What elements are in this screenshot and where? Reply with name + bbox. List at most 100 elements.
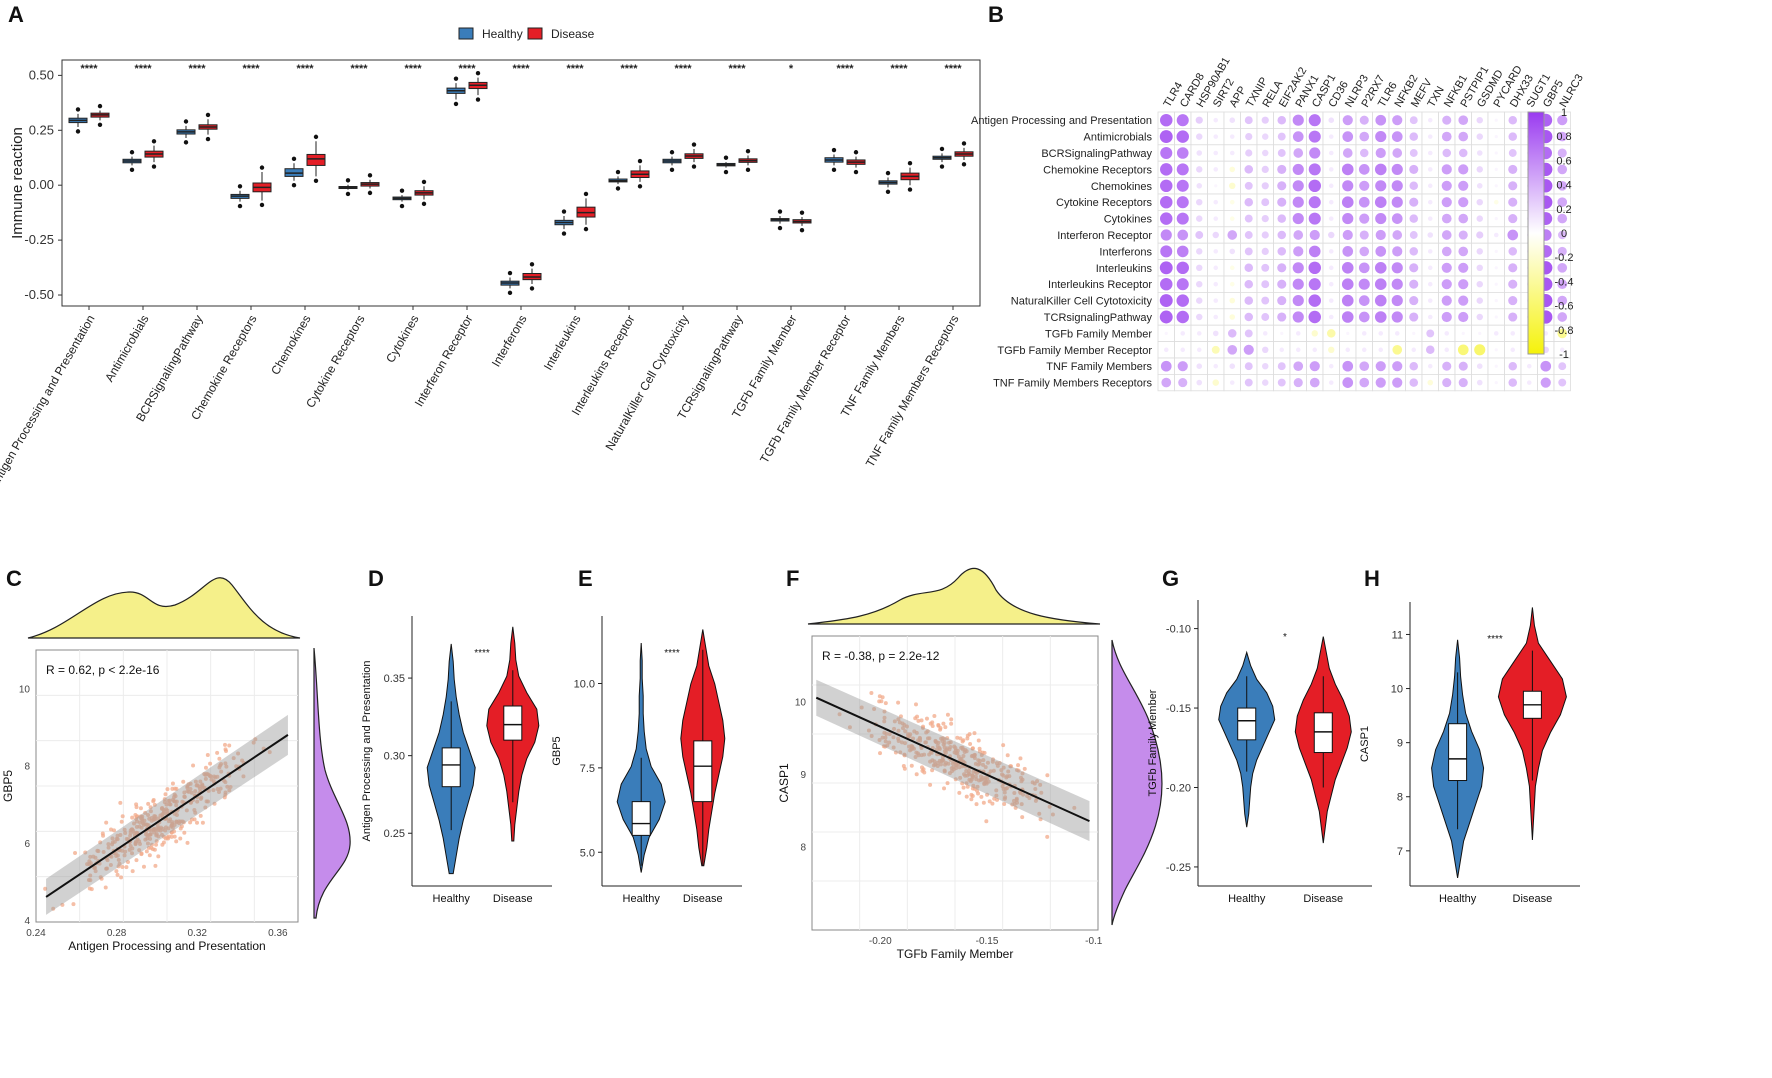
correlation-dot (1244, 197, 1254, 207)
scatter-point (151, 827, 156, 832)
correlation-annotation: R = 0.62, p < 2.2e-16 (46, 663, 160, 677)
scatter-point (93, 869, 98, 874)
panel-label-A: A (8, 2, 24, 27)
scatter-point (227, 743, 232, 748)
correlation-dot (1374, 294, 1387, 307)
row-label: TNF Family Members (1046, 361, 1152, 373)
correlation-dot (1392, 246, 1403, 257)
row-label: BCRSignalingPathway (1041, 148, 1152, 160)
scatter-point (92, 865, 97, 870)
scatter-point (945, 712, 950, 717)
correlation-dot (1409, 197, 1419, 207)
colorbar-tick-label: 0.8 (1556, 131, 1571, 143)
row-label: Interleukins (1096, 263, 1153, 275)
scatter-point (945, 781, 950, 786)
scatter-point (837, 712, 842, 717)
scatter-point (151, 797, 156, 802)
colorbar (1527, 111, 1545, 355)
scatter-point (141, 864, 146, 869)
scatter-point (923, 740, 928, 745)
correlation-dot (1359, 230, 1369, 240)
correlation-dot (1176, 179, 1189, 192)
scatter-point (872, 707, 877, 712)
x-tick-label: TGFb Family Member Receptor (757, 312, 853, 465)
scatter-point (181, 820, 186, 825)
correlation-dot (1441, 262, 1452, 273)
scatter-point (115, 872, 120, 877)
scatter-point (83, 850, 88, 855)
scatter-point (156, 854, 161, 859)
outlier-point (129, 167, 135, 173)
scatter-point (990, 759, 995, 764)
scatter-point (891, 745, 896, 750)
scatter-point (127, 847, 132, 852)
correlation-dot (1358, 196, 1370, 208)
outlier-point (75, 129, 81, 134)
scatter-point (149, 842, 154, 847)
correlation-dot (1277, 263, 1287, 273)
scatter-point (112, 828, 117, 833)
scatter-point (938, 727, 943, 732)
correlation-dot (1196, 313, 1203, 321)
correlation-dot (1196, 215, 1203, 222)
x-tick-label: Disease (683, 893, 723, 905)
scatter-point (961, 785, 966, 790)
scatter-point (1006, 769, 1011, 774)
side-marginal-density (313, 647, 351, 919)
scatter-point (153, 863, 158, 868)
y-tick-label: 10 (795, 697, 807, 708)
correlation-dot (1213, 117, 1219, 123)
scatter-point (236, 751, 241, 756)
correlation-dot (1341, 311, 1354, 323)
colorbar-tick-label: 0 (1561, 228, 1567, 240)
correlation-dot (1345, 347, 1351, 353)
scatter-point (893, 750, 898, 755)
scatter-point (924, 730, 929, 735)
correlation-dot (1427, 232, 1434, 238)
x-tick-label: 0.28 (107, 928, 127, 939)
correlation-dot (1391, 311, 1403, 323)
scatter-point (896, 700, 901, 705)
scatter-point (943, 750, 948, 755)
correlation-dot (1358, 295, 1370, 306)
scatter-point (903, 741, 908, 746)
scatter-point (950, 761, 955, 766)
correlation-dot (1244, 181, 1253, 190)
scatter-point (928, 782, 933, 787)
correlation-dot (1213, 134, 1219, 139)
scatter-point (951, 767, 956, 772)
scatter-point (114, 836, 119, 841)
correlation-dot (1328, 167, 1334, 172)
scatter-point (1027, 795, 1032, 800)
x-axis-label: TGFb Family Member (897, 947, 1014, 961)
scatter-point (145, 833, 150, 838)
scatter-point (208, 774, 213, 779)
outlier-point (205, 136, 211, 142)
correlation-dot (1212, 330, 1219, 337)
outlier-point (475, 97, 481, 102)
correlation-dot (1261, 165, 1269, 173)
correlation-dot (1277, 149, 1286, 157)
correlation-dot (1391, 213, 1403, 224)
correlation-dot (1375, 229, 1386, 241)
correlation-dot (1441, 295, 1452, 306)
outlier-point (313, 178, 319, 184)
scatter-point (1038, 817, 1043, 822)
correlation-dot (1476, 264, 1483, 272)
scatter-point (878, 751, 883, 756)
scatter-point (922, 770, 927, 775)
scatter-point (883, 744, 888, 749)
correlation-dot (1308, 245, 1321, 258)
correlation-dot (1326, 329, 1336, 338)
scatter-point (172, 834, 177, 839)
scatter-point (128, 833, 133, 838)
top-marginal-density (807, 567, 1101, 625)
outlier-point (615, 169, 621, 175)
scatter-point (942, 768, 947, 773)
y-tick-label: 9 (800, 770, 806, 781)
scatter-point (911, 736, 916, 741)
scatter-point (882, 709, 887, 714)
scatter-point (123, 831, 128, 836)
row-label: Interferon Receptor (1057, 230, 1152, 242)
scatter-point (234, 764, 239, 769)
